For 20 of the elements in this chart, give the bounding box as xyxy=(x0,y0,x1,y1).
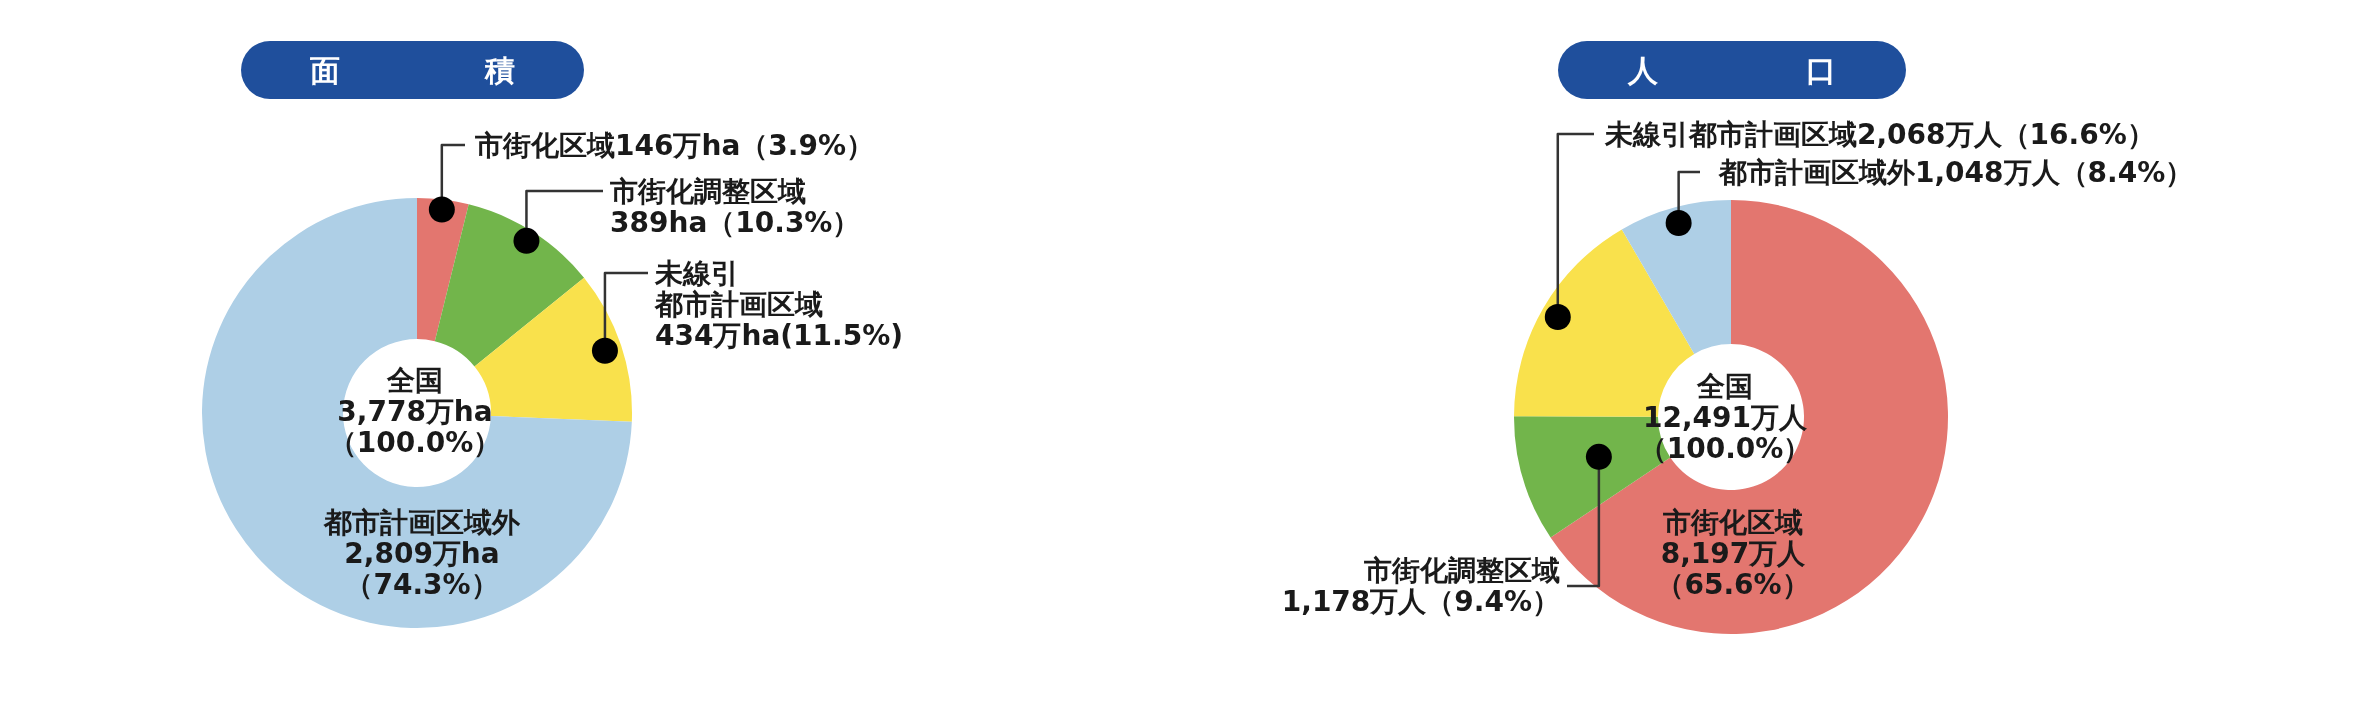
slice-label: 未線引都市計画区域2,068万人（16.6%） xyxy=(1604,117,2155,151)
chart-title: 人口 xyxy=(1626,52,1837,88)
data-label: 2,809万ha（74.3%） xyxy=(344,536,500,601)
slice-label: 未線引都市計画区域 xyxy=(654,256,823,321)
data-label: 434万ha(11.5%) xyxy=(655,318,904,352)
donut-slice xyxy=(434,204,585,367)
data-label: 1,178万人（9.4%） xyxy=(1281,584,1560,618)
slice-label: 都市計画区域外1,048万人（8.4%） xyxy=(1718,155,2194,189)
slice-label: 都市計画区域外 xyxy=(323,505,521,539)
data-label: 8,197万人（65.6%） xyxy=(1656,536,1810,601)
title: 人口 xyxy=(1558,41,1906,99)
donut-slice xyxy=(1621,200,1731,354)
chart-title: 面積 xyxy=(309,52,516,88)
slice-label: 市街化区域146万ha（3.9%） xyxy=(474,128,874,162)
slice-label: 市街化区域 xyxy=(1662,505,1803,539)
title: 面積 xyxy=(241,41,584,99)
slice-label: 市街化調整区域 xyxy=(609,174,806,208)
text: 全国3,778万ha（100.0%） xyxy=(328,363,502,459)
data-label: 389ha（10.3%） xyxy=(610,205,861,239)
slice-label: 市街化調整区域 xyxy=(1363,553,1560,587)
